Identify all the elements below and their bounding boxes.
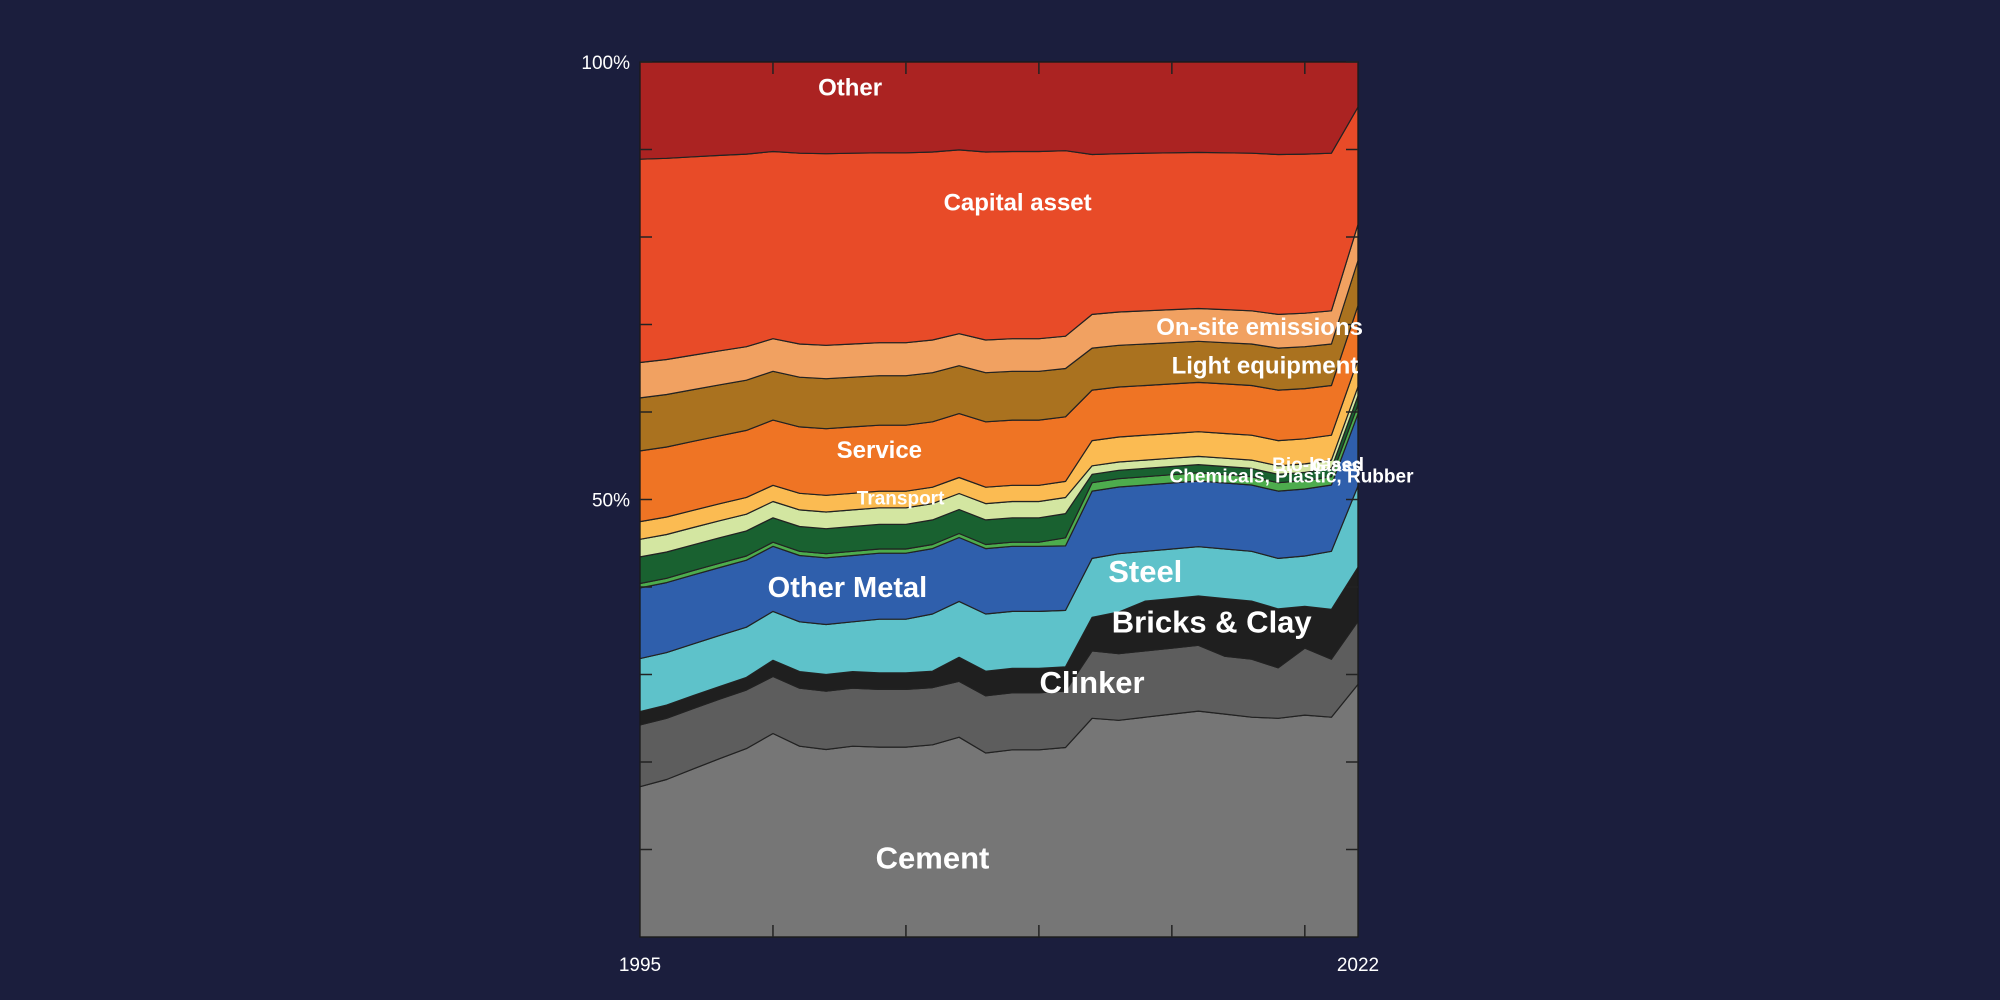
area-label-other-metal: Other Metal bbox=[768, 572, 928, 604]
area-label-other: Other bbox=[818, 75, 882, 102]
area-label-chemicals-plastic-rubber: Chemicals, Plastic, Rubber bbox=[1170, 466, 1415, 487]
area-label-cement: Cement bbox=[876, 840, 990, 875]
area-label-transport: Transport bbox=[857, 489, 945, 510]
y-tick-label: 50% bbox=[592, 491, 630, 512]
area-labels: Cement Clinker Bricks & Clay Steel Other Met… bbox=[768, 75, 1414, 876]
area-label-on-site-emissions: On-site emissions bbox=[1156, 314, 1363, 341]
axis-ticks: 50% 100% 1995 2022 bbox=[581, 53, 1379, 976]
area-label-service: Service bbox=[837, 437, 922, 464]
area-other bbox=[639, 61, 1359, 160]
x-tick-label: 1995 bbox=[619, 955, 661, 976]
area-label-capital-asset: Capital asset bbox=[944, 189, 1092, 216]
area-label-light-equipment: Light equipment bbox=[1172, 352, 1359, 379]
area-label-glass: Glass bbox=[1312, 455, 1361, 475]
area-label-bio-based: Bio-based bbox=[1272, 455, 1364, 476]
area-label-bricks-clay: Bricks & Clay bbox=[1112, 604, 1313, 639]
x-tick-label: 2022 bbox=[1337, 955, 1379, 976]
area-label-clinker: Clinker bbox=[1040, 665, 1145, 700]
area-label-steel: Steel bbox=[1108, 554, 1182, 589]
y-tick-label: 100% bbox=[581, 53, 630, 74]
